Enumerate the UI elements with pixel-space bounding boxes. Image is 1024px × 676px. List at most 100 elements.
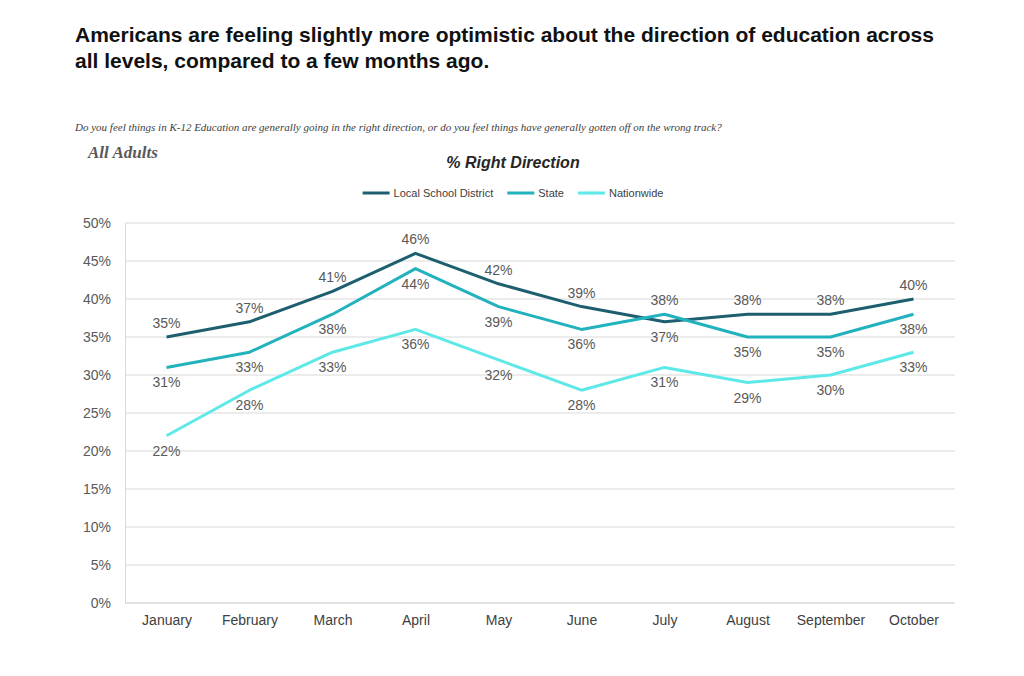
data-label: 37% (650, 329, 678, 345)
x-tick: February (222, 603, 278, 628)
y-tick: 45% (83, 253, 125, 269)
legend: Local School District State Nationwide (363, 187, 664, 199)
y-tick-label: 35% (83, 329, 111, 345)
data-label: 35% (733, 344, 761, 360)
series-line (167, 253, 914, 337)
grid-line (125, 451, 955, 452)
data-label: 33% (899, 359, 927, 375)
lines (167, 253, 914, 435)
y-tick: 5% (91, 557, 125, 573)
grid-line (125, 603, 955, 604)
x-tick: July (653, 603, 678, 628)
data-label: 32% (484, 367, 512, 383)
legend-label: Local School District (394, 187, 494, 199)
data-label: 22% (152, 443, 180, 459)
data-label: 40% (899, 277, 927, 293)
x-tick-label: January (142, 612, 192, 628)
x-tick-label: July (653, 612, 678, 628)
x-tick: August (726, 603, 770, 628)
data-label: 37% (235, 300, 263, 316)
series-line (167, 269, 914, 368)
x-tick-label: March (314, 612, 353, 628)
x-tick-label: October (889, 612, 939, 628)
y-tick: 0% (91, 595, 125, 611)
legend-label: State (538, 187, 564, 199)
title: Americans are feeling slightly more opti… (75, 23, 934, 72)
legend-item: Nationwide (578, 187, 663, 199)
x-tick-label: August (726, 612, 770, 628)
legend-swatch (507, 192, 534, 195)
y-tick-label: 40% (83, 291, 111, 307)
data-label: 39% (567, 285, 595, 301)
y-tick-label: 50% (83, 215, 111, 231)
chart: Americans are feeling slightly more opti… (0, 0, 1024, 676)
y-tick: 35% (83, 329, 125, 345)
y-tick: 25% (83, 405, 125, 421)
data-label: 35% (152, 315, 180, 331)
data-label: 31% (152, 374, 180, 390)
data-labels: 35% 31% 22% 37% 33% 28% 41% 38% 33% 46% 44% 36% 42% 3… (152, 231, 927, 458)
y-tick-label: 5% (91, 557, 111, 573)
data-label: 42% (484, 262, 512, 278)
data-label: 36% (401, 336, 429, 352)
x-axis: January February March April May June July Augu… (125, 603, 955, 628)
y-tick: 40% (83, 291, 125, 307)
data-label: 33% (318, 359, 346, 375)
subtitle: Do you feel things in K-12 Education are… (74, 121, 722, 133)
legend-item: Local School District (363, 187, 494, 199)
x-tick: September (797, 603, 866, 628)
x-tick-label: June (567, 612, 598, 628)
legend-swatch (363, 192, 390, 195)
x-tick: April (402, 603, 430, 628)
annotation: All Adults (87, 143, 158, 162)
data-label: 38% (733, 292, 761, 308)
grid-line (125, 527, 955, 528)
y-tick: 50% (83, 215, 125, 231)
grid-line (125, 261, 955, 262)
x-tick-label: April (402, 612, 430, 628)
data-label: 28% (235, 397, 263, 413)
grid-line (125, 565, 955, 566)
y-tick-label: 15% (83, 481, 111, 497)
grid (125, 223, 955, 603)
y-tick-label: 30% (83, 367, 111, 383)
data-label: 30% (816, 382, 844, 398)
legend-item: State (507, 187, 564, 199)
data-label: 39% (484, 314, 512, 330)
legend-label: Nationwide (609, 187, 663, 199)
data-label: 44% (401, 276, 429, 292)
data-label: 38% (318, 321, 346, 337)
legend-swatch (578, 192, 605, 195)
data-label: 46% (401, 231, 429, 247)
data-label: 31% (650, 374, 678, 390)
data-label: 29% (733, 390, 761, 406)
data-label: 41% (318, 269, 346, 285)
y-tick: 20% (83, 443, 125, 459)
y-axis-line (125, 224, 126, 604)
y-tick: 30% (83, 367, 125, 383)
x-tick-label: September (797, 612, 866, 628)
x-tick: June (567, 603, 598, 628)
y-tick-label: 45% (83, 253, 111, 269)
data-label: 38% (899, 321, 927, 337)
x-tick-label: February (222, 612, 278, 628)
x-tick: January (142, 603, 192, 628)
x-tick: May (486, 603, 512, 628)
grid-line (125, 223, 955, 224)
grid-line (125, 489, 955, 490)
y-tick-label: 20% (83, 443, 111, 459)
data-label: 28% (567, 397, 595, 413)
data-label: 36% (567, 336, 595, 352)
y-tick-label: 10% (83, 519, 111, 535)
chart-heading: % Right Direction (446, 154, 580, 171)
data-label: 38% (650, 292, 678, 308)
y-tick: 10% (83, 519, 125, 535)
series-line (167, 329, 914, 435)
y-tick-label: 0% (91, 595, 111, 611)
y-tick: 15% (83, 481, 125, 497)
x-tick: October (889, 603, 939, 628)
data-label: 38% (816, 292, 844, 308)
y-tick-label: 25% (83, 405, 111, 421)
y-axis: 0% 5% 10% 15% 20% 25% 30% 35% 40% 45% 50% (83, 215, 126, 611)
x-tick-label: May (486, 612, 512, 628)
